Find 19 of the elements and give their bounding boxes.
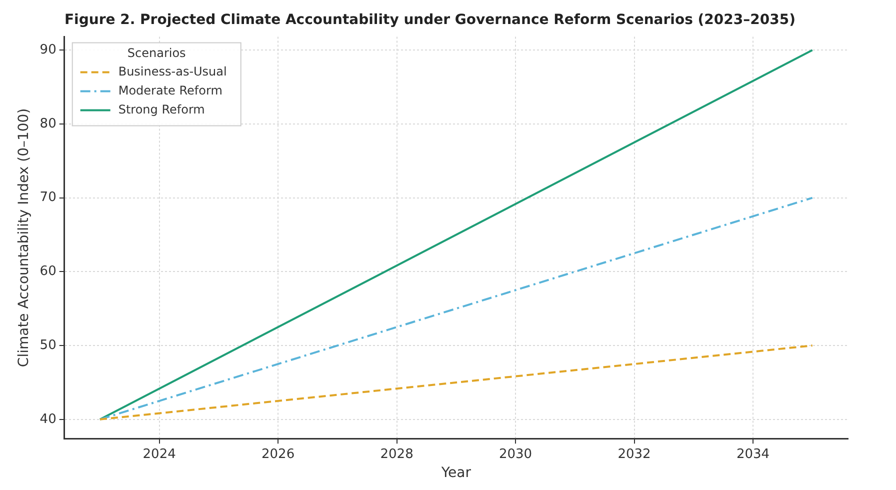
y-axis-title: Climate Accountability Index (0–100) bbox=[16, 108, 32, 368]
y-tick-label: 70 bbox=[40, 190, 56, 206]
y-tick-label: 40 bbox=[40, 412, 56, 427]
chart-title: Figure 2. Projected Climate Accountability under Governance Reform Scenarios (2023–2035) bbox=[64, 12, 796, 28]
legend-title: Scenarios bbox=[127, 46, 186, 60]
legend-label: Strong Reform bbox=[118, 102, 205, 116]
x-tick-label: 2030 bbox=[498, 446, 532, 462]
x-tick-label: 2024 bbox=[142, 446, 176, 462]
x-tick-label: 2032 bbox=[618, 446, 651, 462]
legend-label: Business-as-Usual bbox=[118, 64, 227, 78]
y-tick-label: 50 bbox=[40, 338, 56, 353]
legend-label: Moderate Reform bbox=[118, 83, 222, 98]
x-tick-label: 2026 bbox=[262, 446, 295, 462]
x-tick-label: 2028 bbox=[380, 446, 414, 462]
y-tick-label: 90 bbox=[40, 42, 56, 58]
x-axis-title: Year bbox=[440, 465, 472, 482]
x-tick-label: 2034 bbox=[736, 446, 770, 462]
y-tick-label: 80 bbox=[40, 116, 56, 132]
y-tick-label: 60 bbox=[40, 264, 56, 280]
